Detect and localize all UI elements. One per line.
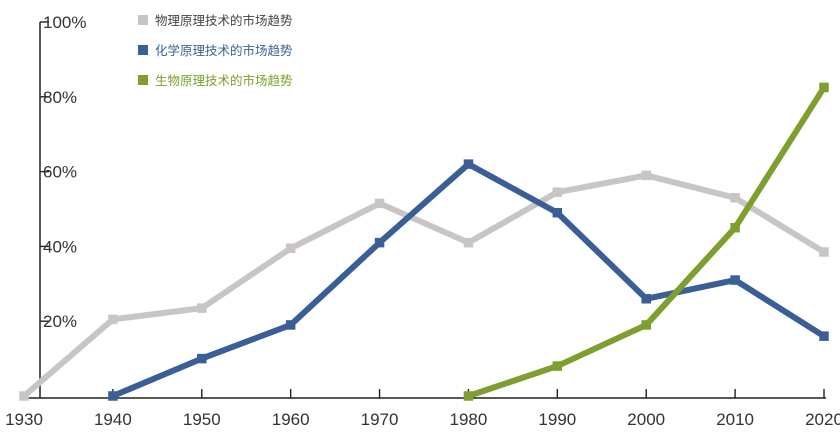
data-point: [463, 159, 474, 169]
data-point: [285, 320, 296, 330]
x-tick-label: 1980: [450, 410, 488, 429]
x-tick-label: 2000: [627, 410, 665, 429]
x-tick-label: 1960: [272, 410, 310, 429]
data-point: [819, 82, 829, 93]
data-point: [819, 331, 829, 341]
data-point: [285, 243, 296, 254]
x-tick-label: 2010: [716, 410, 754, 429]
y-tick-label: 100%: [43, 13, 86, 32]
series-3: [463, 82, 829, 401]
data-point: [463, 391, 474, 401]
legend-swatch: [138, 15, 148, 25]
legend-item: 化学原理技术的市场趋势: [138, 43, 293, 58]
x-axis-ticks: 1930 1940 1950 1960 1970 1980 1990 2000 2010 2020: [5, 389, 840, 429]
legend-label: 化学原理技术的市场趋势: [155, 43, 293, 58]
data-point: [197, 303, 207, 313]
y-tick-label: 40%: [43, 237, 77, 256]
data-point: [552, 207, 563, 218]
legend-label: 物理原理技术的市场趋势: [155, 13, 293, 28]
data-point: [108, 314, 118, 325]
series-line: [109, 161, 827, 399]
x-tick-label: 1990: [538, 410, 576, 429]
y-tick-label: 60%: [43, 163, 77, 182]
data-point: [374, 237, 385, 248]
y-tick-label: 20%: [43, 312, 77, 331]
data-point: [19, 391, 29, 401]
x-tick-label: 1970: [361, 410, 399, 429]
axes: 1930 1940 1950 1960 1970 1980 1990 2000 2010 2020…: [5, 13, 840, 429]
data-point: [819, 247, 829, 257]
data-point: [197, 353, 207, 364]
legend-label: 生物原理技术的市场趋势: [155, 73, 293, 88]
x-tick-label: 1930: [5, 410, 43, 429]
data-point: [730, 275, 740, 285]
data-point: [374, 198, 385, 209]
y-axis-ticks: 20% 40% 60% 80% 100%: [40, 13, 86, 331]
data-point: [641, 294, 651, 304]
data-point: [641, 170, 651, 181]
data-point: [730, 222, 740, 233]
data-point: [108, 391, 118, 401]
data-point: [641, 320, 651, 330]
legend-swatch: [138, 45, 148, 55]
data-point: [463, 237, 474, 248]
y-tick-label: 80%: [43, 88, 77, 107]
legend-item: 生物原理技术的市场趋势: [138, 73, 293, 88]
x-tick-label: 1950: [183, 410, 221, 429]
series-line: [21, 172, 827, 399]
legend-item: 物理原理技术的市场趋势: [138, 13, 293, 28]
data-point: [730, 193, 740, 203]
legend-swatch: [138, 75, 148, 85]
series-layer: [19, 82, 829, 401]
x-tick-label: 2020: [805, 410, 840, 429]
series-line: [465, 84, 827, 399]
data-point: [552, 361, 563, 371]
data-point: [552, 187, 563, 197]
series-1: [19, 170, 829, 401]
series-2: [108, 159, 829, 401]
x-tick-label: 1940: [94, 410, 132, 429]
